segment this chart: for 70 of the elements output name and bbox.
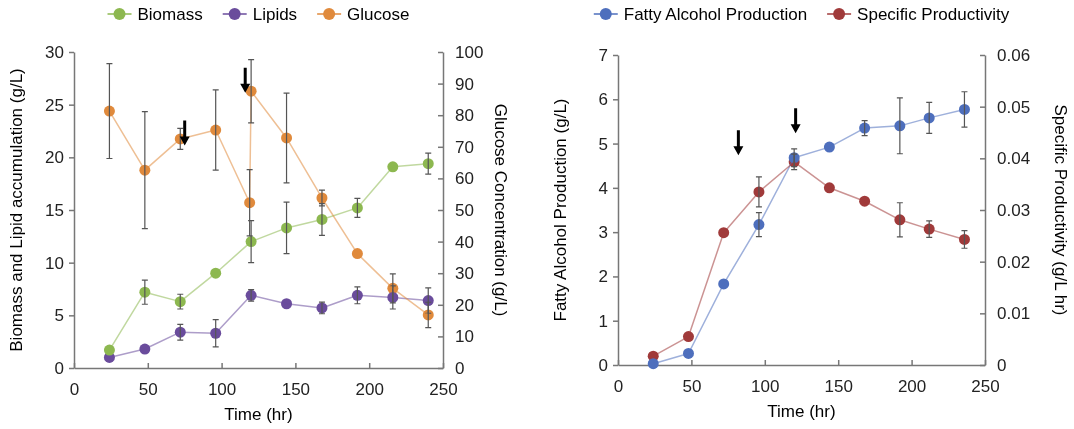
y-tick-label: 3 bbox=[598, 223, 608, 243]
y2-tick-label: 30 bbox=[455, 264, 474, 284]
legend-label: Lipids bbox=[252, 4, 298, 24]
y-tick-label: 25 bbox=[45, 95, 64, 115]
y-tick-label: 4 bbox=[598, 178, 608, 198]
legend-label: Biomass bbox=[137, 4, 203, 24]
y-axis-title: Fatty Alcohol Production (g/L) bbox=[551, 98, 570, 322]
y-tick-label: 7 bbox=[598, 45, 608, 65]
point bbox=[351, 248, 363, 260]
y2-tick-label: 0 bbox=[455, 358, 465, 378]
y-tick-label: 5 bbox=[598, 134, 608, 154]
x-tick-label: 150 bbox=[281, 379, 311, 399]
y2-tick-label: 50 bbox=[455, 200, 474, 220]
y-tick-label: 10 bbox=[45, 253, 64, 273]
legend-label: Fatty Alcohol Production bbox=[623, 4, 808, 24]
point bbox=[718, 227, 730, 239]
y2-tick-label: 80 bbox=[455, 106, 474, 126]
y-tick-label: 2 bbox=[598, 267, 608, 287]
y2-tick-label: 40 bbox=[455, 232, 474, 252]
y-tick-label: 0 bbox=[598, 355, 608, 375]
point bbox=[682, 331, 694, 343]
y-axis-title: Biomass and Lipid accumulation (g/L) bbox=[7, 68, 26, 352]
x-tick-label: 50 bbox=[138, 379, 158, 399]
y-tick-label: 6 bbox=[598, 90, 608, 110]
legend-label: Glucose bbox=[347, 4, 410, 24]
y2-tick-label: 0.06 bbox=[997, 45, 1031, 65]
point bbox=[387, 161, 399, 173]
x-axis-title: Time (hr) bbox=[767, 402, 836, 421]
y2-tick-label: 60 bbox=[455, 169, 474, 189]
y2-tick-label: 0.02 bbox=[997, 252, 1031, 272]
point bbox=[103, 344, 115, 356]
y-tick-label: 20 bbox=[45, 148, 64, 168]
y-tick-label: 0 bbox=[54, 358, 64, 378]
point bbox=[823, 182, 835, 194]
point bbox=[823, 141, 835, 153]
y2-tick-label: 0.03 bbox=[997, 200, 1031, 220]
x-tick-label: 200 bbox=[355, 379, 384, 399]
x-tick-label: 0 bbox=[69, 379, 80, 399]
point bbox=[647, 358, 659, 370]
point bbox=[859, 195, 871, 207]
x-tick-label: 150 bbox=[824, 376, 853, 396]
point bbox=[139, 343, 151, 355]
legend-label: Specific Productivity bbox=[857, 4, 1010, 24]
x-tick-label: 100 bbox=[751, 376, 780, 396]
point bbox=[682, 348, 694, 359]
y2-tick-label: 0.01 bbox=[997, 304, 1031, 324]
x-tick-label: 250 bbox=[429, 379, 458, 399]
y2-tick-label: 10 bbox=[455, 327, 474, 347]
point bbox=[718, 278, 730, 290]
point bbox=[210, 267, 222, 279]
y2-tick-label: 90 bbox=[455, 74, 474, 94]
y2-tick-label: 0 bbox=[997, 355, 1007, 375]
x-tick-label: 250 bbox=[971, 376, 1000, 396]
y2-axis-title: Glucose Concentration (g/L) bbox=[491, 103, 510, 317]
y-tick-label: 30 bbox=[45, 42, 64, 62]
y-tick-label: 1 bbox=[598, 311, 608, 331]
y2-tick-label: 0.05 bbox=[997, 97, 1031, 117]
x-tick-label: 0 bbox=[613, 376, 624, 396]
y2-tick-label: 70 bbox=[455, 137, 474, 157]
x-axis-title: Time (hr) bbox=[224, 405, 293, 424]
y2-tick-label: 100 bbox=[455, 42, 484, 62]
x-tick-label: 200 bbox=[897, 376, 927, 396]
y-tick-label: 15 bbox=[45, 200, 64, 220]
y2-tick-label: 0.04 bbox=[997, 149, 1031, 169]
y2-tick-label: 20 bbox=[455, 295, 474, 315]
point bbox=[281, 298, 293, 310]
x-tick-label: 50 bbox=[682, 376, 702, 396]
y2-axis-title: Specific Productivity (g/L hr) bbox=[1051, 104, 1070, 316]
x-tick-label: 100 bbox=[207, 379, 237, 399]
y-tick-label: 5 bbox=[54, 306, 64, 326]
